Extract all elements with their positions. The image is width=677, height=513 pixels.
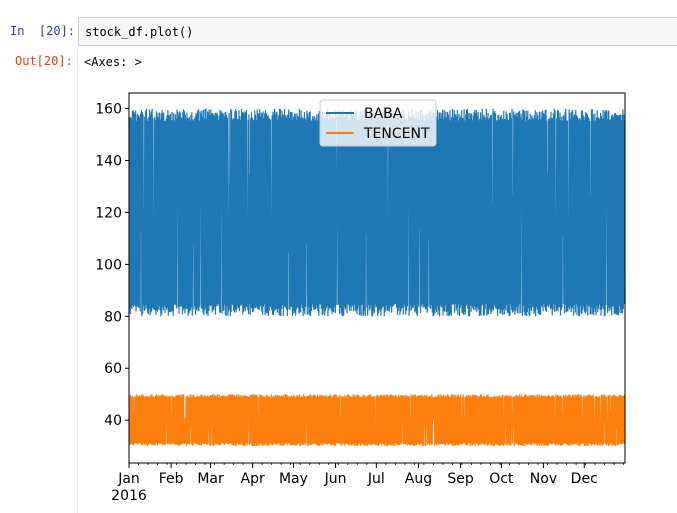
x-tick-label-jan: Jan xyxy=(117,471,140,487)
cell-gutter-divider xyxy=(77,47,78,513)
y-tick-label: 60 xyxy=(104,361,122,377)
x-tick-label-sep: Sep xyxy=(447,471,474,487)
x-tick-label-feb: Feb xyxy=(159,471,184,487)
x-tick-label-dec: Dec xyxy=(571,471,598,487)
code-text[interactable]: stock_df.plot() xyxy=(85,25,194,39)
y-tick-label: 120 xyxy=(95,205,122,221)
legend-label-baba: BABA xyxy=(364,106,403,122)
x-tick-label-oct: Oct xyxy=(489,471,514,487)
plot-frame xyxy=(128,92,626,464)
x-year-label: 2016 xyxy=(111,488,147,504)
x-tick-label-may: May xyxy=(279,471,308,487)
x-tick-label-jul: Jul xyxy=(367,471,385,487)
y-tick-label: 140 xyxy=(95,154,122,170)
line-chart: 40 60 80 100 120 140 160 Jan Feb Mar Apr May Jun Jul A… xyxy=(95,92,626,504)
output-prompt: Out[20]: xyxy=(15,54,73,68)
x-tick-label-jun: Jun xyxy=(324,471,347,487)
code-input-cell[interactable]: stock_df.plot() xyxy=(78,17,677,46)
input-prompt: In [20]: xyxy=(10,24,76,38)
legend-box xyxy=(319,99,437,147)
x-tick-label-apr: Apr xyxy=(241,471,265,487)
y-tick-label: 160 xyxy=(95,102,122,118)
legend-label-tencent: TENCENT xyxy=(363,126,430,142)
output-repr: <Axes: > xyxy=(84,55,142,69)
series-line-tencent xyxy=(128,394,626,447)
x-tick-label-nov: Nov xyxy=(530,471,557,487)
y-tick-label: 40 xyxy=(104,413,122,429)
y-tick-label: 80 xyxy=(104,309,122,325)
y-tick-label: 100 xyxy=(95,257,122,273)
series-line-baba xyxy=(128,108,626,317)
x-tick-label-aug: Aug xyxy=(405,471,432,487)
x-tick-label-mar: Mar xyxy=(197,471,224,487)
